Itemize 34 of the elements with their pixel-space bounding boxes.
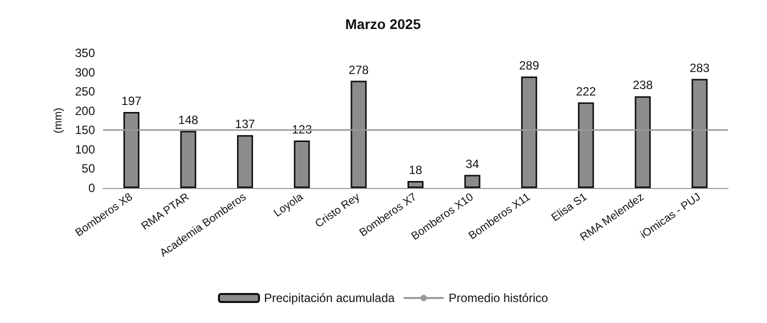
legend-label: Promedio histórico: [448, 291, 548, 305]
y-tick-label: 350: [74, 46, 96, 60]
bar: [464, 174, 480, 188]
data-label: 283: [690, 60, 710, 75]
bar: [692, 78, 708, 188]
y-tick-label: 250: [74, 84, 96, 99]
x-tick-label: Elisa S1: [549, 191, 590, 224]
y-tick-label: 0: [88, 181, 96, 195]
bar: [521, 76, 538, 188]
data-label: 148: [178, 112, 199, 127]
y-tick-label: 300: [74, 65, 96, 80]
bar: [123, 112, 140, 188]
y-tick-label: 150: [74, 123, 96, 138]
data-label: 278: [348, 62, 370, 77]
chart-title: Marzo 2025: [345, 16, 421, 32]
y-tick-label: 200: [74, 104, 96, 118]
bar: [578, 102, 594, 188]
data-label: 222: [576, 84, 596, 98]
data-label: 34: [466, 156, 480, 171]
y-axis-title: (mm): [52, 108, 65, 134]
data-label: 137: [235, 117, 256, 132]
bar: [350, 80, 367, 188]
bar: [634, 96, 651, 188]
bar: [408, 181, 424, 188]
y-tick-label: 50: [82, 162, 96, 176]
legend-label: Precipitación acumulada: [264, 291, 396, 305]
data-label: 238: [632, 78, 654, 92]
bar: [237, 135, 254, 188]
bar: [294, 140, 310, 188]
data-label: 18: [408, 163, 422, 178]
data-label: 197: [121, 94, 142, 108]
y-tick-label: 100: [74, 142, 96, 156]
bar: [180, 130, 196, 188]
data-label: 289: [519, 58, 540, 73]
